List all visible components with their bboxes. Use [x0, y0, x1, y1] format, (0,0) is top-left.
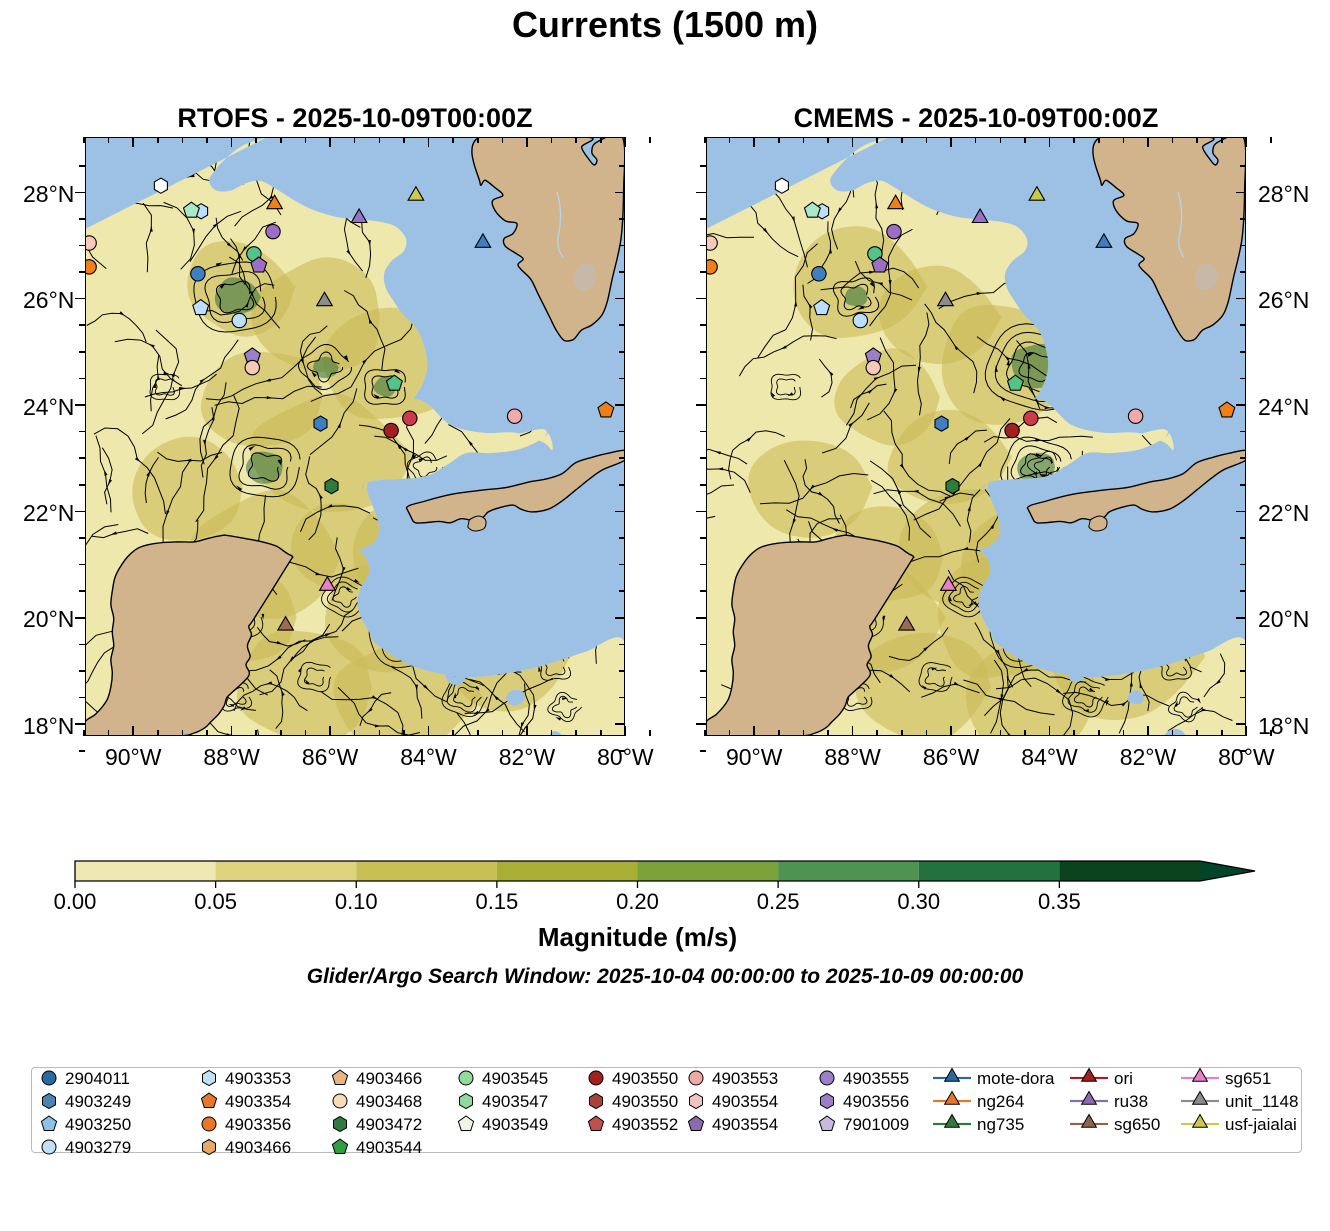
svg-text:4903550: 4903550: [612, 1092, 678, 1111]
svg-text:sg650: sg650: [1114, 1115, 1160, 1134]
svg-text:ori: ori: [1114, 1069, 1133, 1088]
svg-text:4903353: 4903353: [225, 1069, 291, 1088]
svg-text:4903545: 4903545: [482, 1069, 548, 1088]
svg-text:4903550: 4903550: [612, 1069, 678, 1088]
svg-text:4903466: 4903466: [225, 1138, 291, 1157]
svg-text:4903472: 4903472: [356, 1115, 422, 1134]
svg-text:4903554: 4903554: [712, 1092, 778, 1111]
svg-text:4903249: 4903249: [65, 1092, 131, 1111]
svg-text:ng264: ng264: [977, 1092, 1024, 1111]
svg-text:ng735: ng735: [977, 1115, 1024, 1134]
svg-text:2904011: 2904011: [65, 1069, 130, 1088]
svg-text:4903354: 4903354: [225, 1092, 291, 1111]
svg-text:sg651: sg651: [1225, 1069, 1271, 1088]
svg-text:4903552: 4903552: [612, 1115, 678, 1134]
svg-text:ru38: ru38: [1114, 1092, 1148, 1111]
svg-text:4903549: 4903549: [482, 1115, 548, 1134]
svg-text:4903468: 4903468: [356, 1092, 422, 1111]
svg-text:4903466: 4903466: [356, 1069, 422, 1088]
svg-text:4903544: 4903544: [356, 1138, 422, 1157]
svg-text:7901009: 7901009: [843, 1115, 909, 1134]
svg-text:4903555: 4903555: [843, 1069, 909, 1088]
svg-text:4903356: 4903356: [225, 1115, 291, 1134]
svg-text:4903553: 4903553: [712, 1069, 778, 1088]
svg-text:4903556: 4903556: [843, 1092, 909, 1111]
svg-text:4903554: 4903554: [712, 1115, 778, 1134]
svg-text:4903250: 4903250: [65, 1115, 131, 1134]
svg-text:4903279: 4903279: [65, 1138, 131, 1157]
svg-text:unit_1148: unit_1148: [1225, 1092, 1298, 1111]
svg-text:4903547: 4903547: [482, 1092, 548, 1111]
svg-text:usf-jaialai: usf-jaialai: [1225, 1115, 1297, 1134]
svg-text:mote-dora: mote-dora: [977, 1069, 1055, 1088]
